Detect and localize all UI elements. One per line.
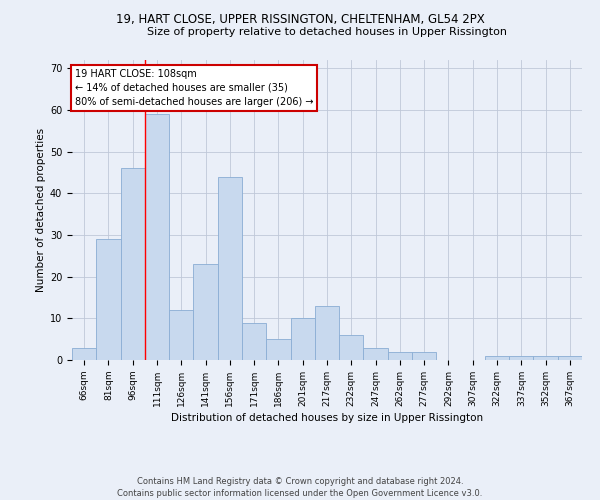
Bar xyxy=(145,114,169,360)
Bar xyxy=(193,264,218,360)
Bar xyxy=(121,168,145,360)
Bar xyxy=(266,339,290,360)
Bar xyxy=(169,310,193,360)
Bar xyxy=(218,176,242,360)
Text: 19, HART CLOSE, UPPER RISSINGTON, CHELTENHAM, GL54 2PX: 19, HART CLOSE, UPPER RISSINGTON, CHELTE… xyxy=(116,12,484,26)
Bar xyxy=(485,356,509,360)
Text: 19 HART CLOSE: 108sqm
← 14% of detached houses are smaller (35)
80% of semi-deta: 19 HART CLOSE: 108sqm ← 14% of detached … xyxy=(74,69,313,107)
X-axis label: Distribution of detached houses by size in Upper Rissington: Distribution of detached houses by size … xyxy=(171,413,483,423)
Bar xyxy=(364,348,388,360)
Bar xyxy=(290,318,315,360)
Bar xyxy=(315,306,339,360)
Bar xyxy=(96,239,121,360)
Title: Size of property relative to detached houses in Upper Rissington: Size of property relative to detached ho… xyxy=(147,27,507,37)
Text: Contains HM Land Registry data © Crown copyright and database right 2024.
Contai: Contains HM Land Registry data © Crown c… xyxy=(118,476,482,498)
Bar xyxy=(242,322,266,360)
Bar xyxy=(558,356,582,360)
Bar xyxy=(72,348,96,360)
Bar xyxy=(339,335,364,360)
Y-axis label: Number of detached properties: Number of detached properties xyxy=(36,128,46,292)
Bar xyxy=(412,352,436,360)
Bar xyxy=(388,352,412,360)
Bar xyxy=(533,356,558,360)
Bar xyxy=(509,356,533,360)
